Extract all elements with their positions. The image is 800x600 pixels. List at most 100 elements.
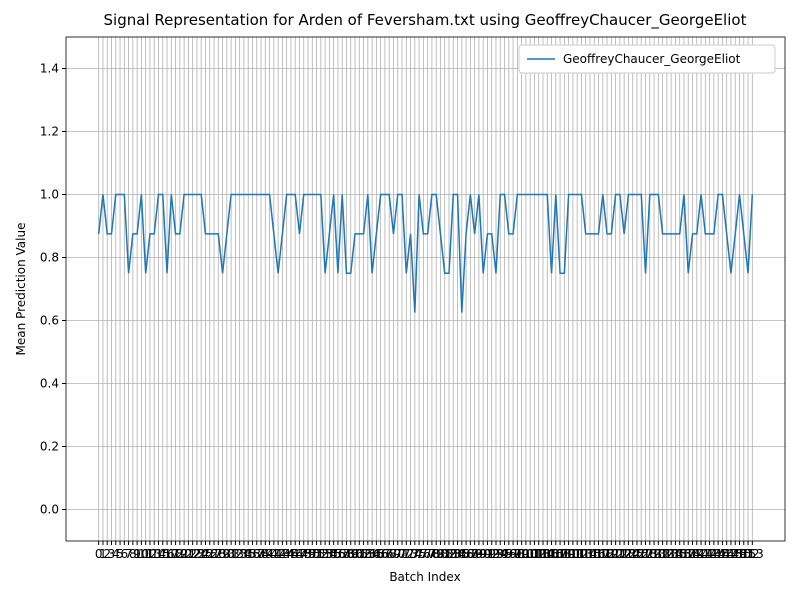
x-tick-label: 77 bbox=[420, 547, 435, 561]
x-tick-label: 90 bbox=[476, 547, 491, 561]
x-tick-label: 54 bbox=[322, 547, 337, 561]
x-tick-label: 84 bbox=[450, 547, 465, 561]
x-tick-label: 91 bbox=[480, 547, 495, 561]
x-tick-label: 137 bbox=[673, 547, 696, 561]
line-series bbox=[97, 193, 754, 313]
x-tick-label: 26 bbox=[202, 547, 217, 561]
x-tick-label: 142 bbox=[694, 547, 717, 561]
x-tick-label: 122 bbox=[608, 547, 631, 561]
x-tick-label: 109 bbox=[553, 547, 576, 561]
x-tick-label: 146 bbox=[711, 547, 734, 561]
x-tick-label: 18 bbox=[168, 547, 183, 561]
x-tick-label: 12 bbox=[142, 547, 157, 561]
x-tick-label: 80 bbox=[433, 547, 448, 561]
x-tick-label: 40 bbox=[262, 547, 277, 561]
x-tick-label: 59 bbox=[343, 547, 358, 561]
x-tick-label: 114 bbox=[574, 547, 597, 561]
plot-frame bbox=[65, 36, 786, 542]
x-tick-label: 136 bbox=[668, 547, 691, 561]
x-tick-label: 126 bbox=[626, 547, 649, 561]
x-tick-label: 64 bbox=[364, 547, 379, 561]
x-tick-label: 83 bbox=[446, 547, 461, 561]
x-tick-label: 107 bbox=[544, 547, 567, 561]
x-tick-label: 101 bbox=[519, 547, 542, 561]
y-tick-label: 0.8 bbox=[40, 251, 59, 265]
x-tick-label: 52 bbox=[313, 547, 328, 561]
x-tick-label: 35 bbox=[241, 547, 256, 561]
x-tick-label: 6 bbox=[120, 547, 128, 561]
x-tick-label: 8 bbox=[129, 547, 137, 561]
x-tick-label: 58 bbox=[339, 547, 354, 561]
x-tick-label: 19 bbox=[172, 547, 187, 561]
x-tick-label: 87 bbox=[463, 547, 478, 561]
x-tick-label: 111 bbox=[561, 547, 584, 561]
x-tick-label: 24 bbox=[194, 547, 209, 561]
x-tick-label: 88 bbox=[467, 547, 482, 561]
x-tick-label: 128 bbox=[634, 547, 657, 561]
x-tick-label: 115 bbox=[579, 547, 602, 561]
x-tick-label: 124 bbox=[617, 547, 640, 561]
x-tick-label: 65 bbox=[369, 547, 384, 561]
x-tick-label: 47 bbox=[292, 547, 307, 561]
x-tick-label: 143 bbox=[698, 547, 721, 561]
x-tick-label: 89 bbox=[471, 547, 486, 561]
x-tick-label: 25 bbox=[198, 547, 213, 561]
x-tick-label: 141 bbox=[690, 547, 713, 561]
x-tick-label: 117 bbox=[587, 547, 610, 561]
x-tick-label: 15 bbox=[155, 547, 170, 561]
y-tick-label: 1.4 bbox=[40, 62, 59, 76]
x-tick-label: 79 bbox=[429, 547, 444, 561]
x-tick-label: 118 bbox=[591, 547, 614, 561]
x-tick-label: 138 bbox=[677, 547, 700, 561]
x-tick-label: 45 bbox=[283, 547, 298, 561]
x-tick-label: 106 bbox=[540, 547, 563, 561]
x-tick-label: 113 bbox=[570, 547, 593, 561]
x-tick-label: 1 bbox=[99, 547, 107, 561]
x-tick-label: 110 bbox=[557, 547, 580, 561]
legend-label: GeoffreyChaucer_GeorgeEliot bbox=[563, 52, 741, 66]
x-tick-label: 34 bbox=[236, 547, 251, 561]
x-tick-label: 75 bbox=[411, 547, 426, 561]
x-tick-label: 23 bbox=[189, 547, 204, 561]
x-tick-label: 100 bbox=[514, 547, 537, 561]
x-tick-label: 140 bbox=[685, 547, 708, 561]
x-tick-label: 85 bbox=[454, 547, 469, 561]
x-tick-label: 96 bbox=[501, 547, 516, 561]
x-tick-label: 144 bbox=[702, 547, 725, 561]
x-tick-label: 28 bbox=[211, 547, 226, 561]
x-tick-label: 31 bbox=[223, 547, 238, 561]
x-tick-label: 148 bbox=[720, 547, 743, 561]
x-tick-label: 67 bbox=[377, 547, 392, 561]
x-tick-label: 55 bbox=[326, 547, 341, 561]
x-tick-label: 127 bbox=[630, 547, 653, 561]
y-tick-label: 0.2 bbox=[40, 440, 59, 454]
x-tick-label: 95 bbox=[497, 547, 512, 561]
x-tick-label: 73 bbox=[403, 547, 418, 561]
x-tick-label: 93 bbox=[488, 547, 503, 561]
x-tick-label: 132 bbox=[651, 547, 674, 561]
x-tick-label: 119 bbox=[596, 547, 619, 561]
x-tick-label: 60 bbox=[347, 547, 362, 561]
x-tick-label: 11 bbox=[138, 547, 153, 561]
x-tick-label: 37 bbox=[249, 547, 264, 561]
x-tick-label: 131 bbox=[647, 547, 670, 561]
x-tick-label: 123 bbox=[613, 547, 636, 561]
x-tick-label: 49 bbox=[300, 547, 315, 561]
x-tick-label: 69 bbox=[386, 547, 401, 561]
x-tick-label: 120 bbox=[600, 547, 623, 561]
x-tick-label: 3 bbox=[108, 547, 116, 561]
x-tick-label: 53 bbox=[317, 547, 332, 561]
x-tick-label: 4 bbox=[112, 547, 120, 561]
x-tick-label: 43 bbox=[275, 547, 290, 561]
x-tick-label: 62 bbox=[356, 547, 371, 561]
y-tick-label: 0.0 bbox=[40, 503, 59, 517]
x-tick-label: 42 bbox=[270, 547, 285, 561]
x-tick-label: 36 bbox=[245, 547, 260, 561]
y-axis-label: Mean Prediction Value bbox=[14, 223, 28, 356]
x-tick-label: 103 bbox=[527, 547, 550, 561]
x-tick-label: 98 bbox=[510, 547, 525, 561]
x-tick-label: 27 bbox=[206, 547, 221, 561]
x-tick-label: 150 bbox=[728, 547, 751, 561]
x-tick-label: 38 bbox=[253, 547, 268, 561]
legend-box bbox=[518, 44, 776, 74]
